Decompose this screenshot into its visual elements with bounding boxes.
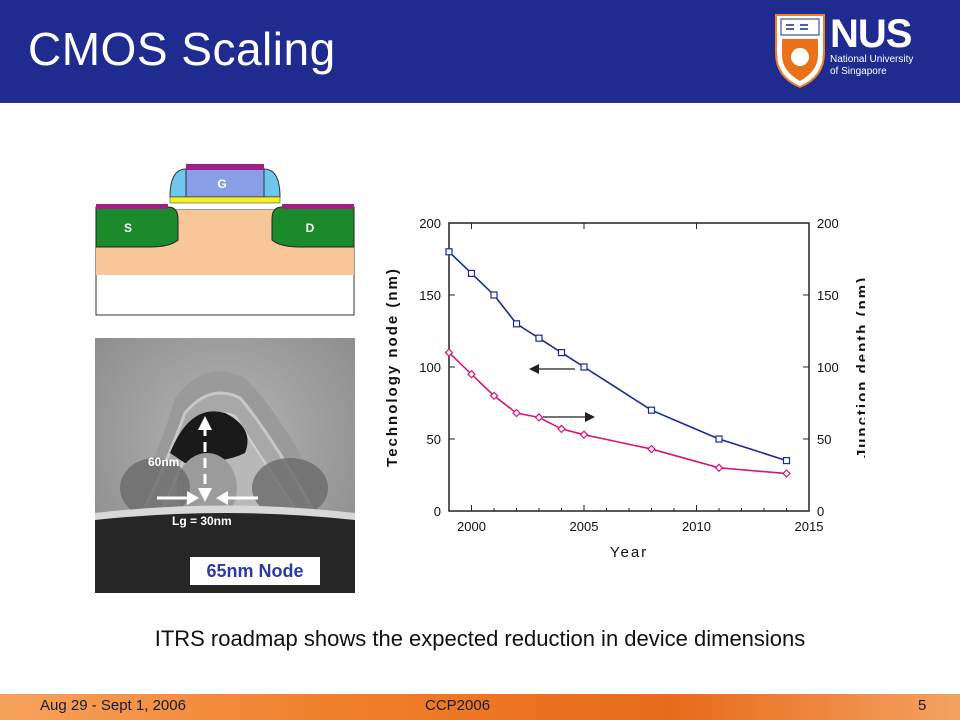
tech-node-point <box>535 334 543 342</box>
junction-depth-point <box>714 463 724 473</box>
y-tick-label-left: 0 <box>434 504 441 519</box>
logo-sub-line1: National University <box>830 54 914 65</box>
y-tick-label-right: 200 <box>817 216 839 231</box>
junction-depth-point <box>467 369 476 379</box>
junction-depth-point <box>647 444 656 454</box>
source-label: S <box>124 221 132 235</box>
plot-frame <box>448 222 810 512</box>
footer-conference: CCP2006 <box>425 697 491 714</box>
x-tick-label: 2010 <box>682 519 711 534</box>
y-tick-label-left: 100 <box>419 360 441 375</box>
y-tick-label-right: 50 <box>817 432 831 447</box>
logo-text: NUS National University of Singapore <box>830 14 913 78</box>
drain-label: D <box>306 221 315 235</box>
junction-depth-point <box>557 424 566 434</box>
tech-node-point <box>467 269 476 278</box>
y-tick-label-right: 0 <box>817 504 824 519</box>
junction-depth-point <box>512 408 521 418</box>
slide-caption: ITRS roadmap shows the expected reductio… <box>154 626 806 651</box>
x-axis-label: Year <box>610 544 648 561</box>
height-label: 60nm <box>148 455 180 469</box>
y-axis-label-right: Junction depth (nm) <box>854 276 865 458</box>
y-tick-label-right: 100 <box>817 360 839 375</box>
y-tick-label-right: 150 <box>817 288 839 303</box>
junction-depth-point <box>489 391 499 401</box>
logo-sub-line2: of Singapore <box>830 66 887 77</box>
junction-depth-point <box>534 413 544 422</box>
title-bar: CMOS Scaling NUS National University of … <box>0 0 960 103</box>
nus-logo <box>775 14 825 89</box>
tech-node-line <box>448 251 787 462</box>
gate-label: G <box>217 177 226 191</box>
footer-date: Aug 29 - Sept 1, 2006 <box>40 697 186 714</box>
footer-bar: Aug 29 - Sept 1, 2006 CCP2006 5 <box>0 694 960 720</box>
x-tick-label: 2005 <box>570 519 599 534</box>
transistor-diagram: G S D <box>95 164 355 316</box>
tech-node-point <box>647 406 656 414</box>
tech-node-point <box>512 320 521 328</box>
tech-node-point <box>580 363 588 371</box>
y-axis-label-left: Technology node (nm) <box>384 267 401 467</box>
y-tick-label-left: 50 <box>427 432 441 447</box>
tech-node-point <box>715 435 723 443</box>
tech-node-point <box>782 457 791 465</box>
junction-depth-point <box>782 469 791 478</box>
page-number: 5 <box>918 697 927 714</box>
axis-arrows <box>529 364 595 422</box>
tech-node-point <box>445 248 453 256</box>
y-tick-label-left: 200 <box>419 216 441 231</box>
x-tick-label: 2000 <box>457 519 486 534</box>
gate-length-label: Lg = 30nm <box>172 514 232 528</box>
y-tick-label-left: 150 <box>419 288 441 303</box>
node-label: 65nm Node <box>190 557 320 585</box>
logo-main: NUS <box>830 12 912 56</box>
junction-depth-line <box>448 352 787 475</box>
tech-node-point <box>490 291 498 299</box>
junction-depth-point <box>444 348 454 357</box>
tem-micrograph <box>95 338 355 593</box>
x-tick-label: 2015 <box>795 519 824 534</box>
slide-title: CMOS Scaling <box>28 23 336 75</box>
tech-node-point <box>557 349 566 357</box>
junction-depth-point <box>579 430 589 440</box>
